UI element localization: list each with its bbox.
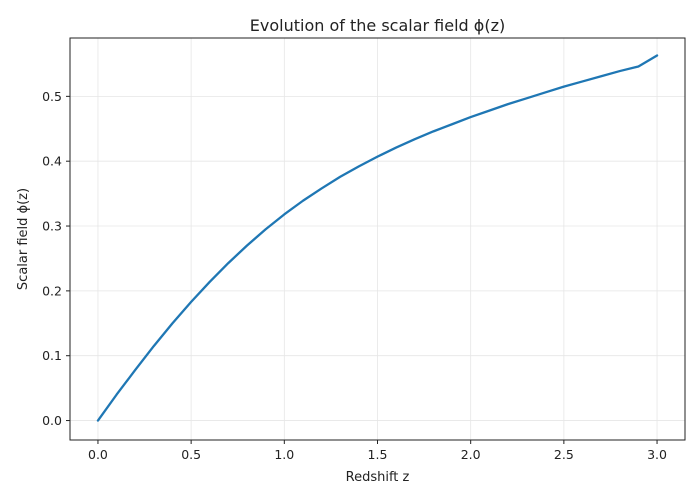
x-tick-label: 1.0 bbox=[274, 447, 294, 462]
x-tick-label: 0.5 bbox=[181, 447, 201, 462]
y-tick-label: 0.2 bbox=[42, 283, 62, 298]
y-axis-label: Scalar field ϕ(z) bbox=[16, 188, 31, 290]
series-line bbox=[96, 54, 659, 422]
y-tick-label: 0.3 bbox=[42, 219, 62, 234]
x-tick-label: 3.0 bbox=[647, 447, 667, 462]
x-tick-label: 0.0 bbox=[88, 447, 108, 462]
y-axis-ticks: 0.0 0.1 0.2 0.3 0.4 0.5 bbox=[42, 89, 70, 428]
y-tick-label: 0.5 bbox=[42, 89, 62, 104]
chart-title: Evolution of the scalar field ϕ(z) bbox=[250, 16, 505, 35]
x-tick-label: 2.5 bbox=[554, 447, 574, 462]
x-axis-label: Redshift z bbox=[346, 470, 410, 485]
y-tick-label: 0.4 bbox=[42, 154, 62, 169]
x-tick-label: 1.5 bbox=[368, 447, 388, 462]
y-tick-label: 0.1 bbox=[42, 348, 62, 363]
series bbox=[96, 54, 659, 422]
x-axis-ticks: 0.0 0.5 1.0 1.5 2.0 2.5 3.0 bbox=[88, 440, 667, 462]
grid bbox=[70, 38, 685, 440]
y-tick-label: 0.0 bbox=[42, 413, 62, 428]
x-tick-label: 2.0 bbox=[461, 447, 481, 462]
